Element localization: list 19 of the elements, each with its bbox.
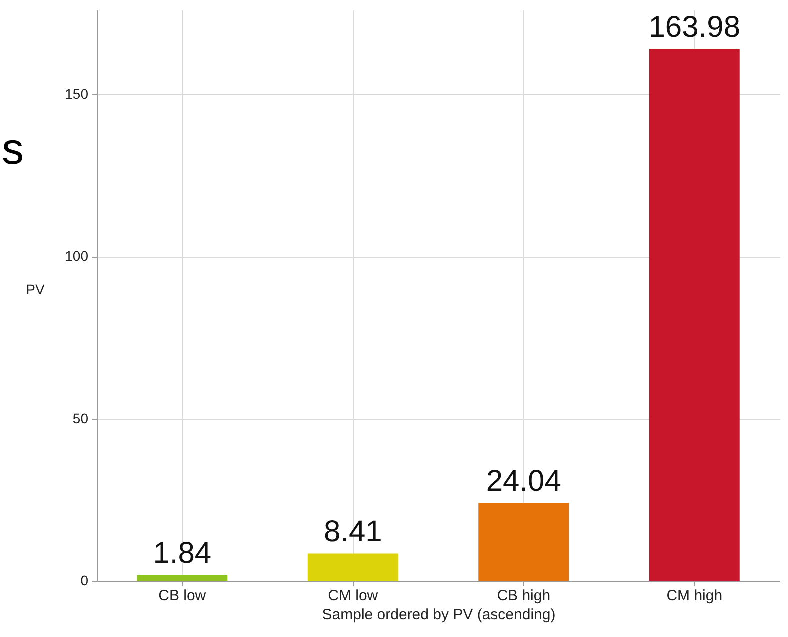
y-tick-label: 100: [65, 248, 89, 264]
data-label: 163.98: [648, 10, 741, 44]
text: s: [2, 125, 24, 174]
bar: [478, 503, 570, 581]
bar: [308, 554, 398, 581]
x-tick-label: CB high: [497, 588, 551, 604]
x-tick-label: CB low: [158, 588, 206, 604]
x-axis-title: Sample ordered by PV (ascending): [322, 606, 556, 624]
bar: [137, 575, 228, 581]
y-axis-title: PV: [26, 282, 46, 298]
y-tick-label: 150: [65, 86, 89, 102]
y-tick-label: 0: [80, 572, 89, 588]
x-tick-label: CM high: [666, 588, 723, 604]
data-label: 8.41: [324, 516, 382, 549]
bar: [649, 48, 740, 581]
x-tick-label: CM low: [328, 588, 378, 604]
y-tick-label: 50: [72, 410, 89, 426]
data-label: 24.04: [486, 465, 562, 498]
data-label: 1.84: [153, 537, 212, 570]
